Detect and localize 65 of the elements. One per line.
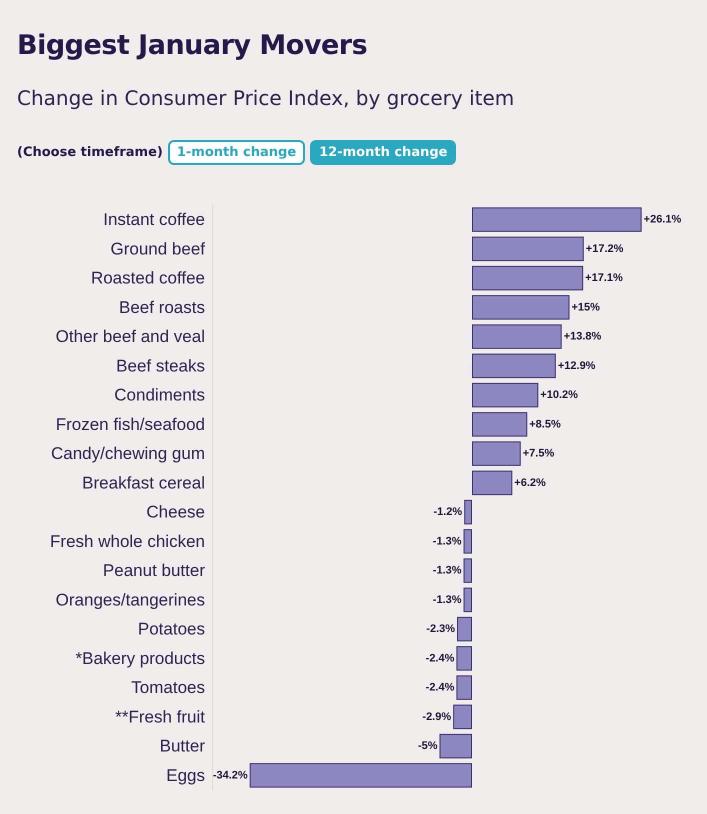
data-label: -2.4% bbox=[426, 652, 455, 664]
y-tick-label: Tomatoes bbox=[131, 678, 205, 698]
bar bbox=[457, 616, 472, 642]
y-tick-label: Beef steaks bbox=[116, 356, 205, 376]
y-tick-label: Cheese bbox=[146, 502, 205, 522]
bar bbox=[472, 441, 521, 466]
y-tick-label: Eggs bbox=[166, 766, 205, 785]
y-tick-label: Other beef and veal bbox=[56, 327, 205, 346]
y-tick-label: Frozen fish/seafood bbox=[56, 414, 205, 434]
bar bbox=[250, 763, 472, 788]
y-tick-label: Butter bbox=[160, 736, 206, 756]
y-tick-label: Oranges/tangerines bbox=[56, 590, 205, 610]
chart-subtitle: Change in Consumer Price Index, by grocery item bbox=[17, 86, 514, 110]
y-tick-label: *Bakery products bbox=[76, 648, 205, 668]
bar bbox=[456, 646, 472, 671]
data-label: +17.2% bbox=[586, 242, 624, 255]
y-tick-label: Candy/chewing gum bbox=[50, 444, 205, 464]
data-label: -1.2% bbox=[433, 506, 462, 518]
data-label: -1.3% bbox=[432, 535, 462, 548]
bar bbox=[472, 236, 584, 262]
y-tick-label: Peanut butter bbox=[102, 561, 206, 580]
data-label: -5% bbox=[418, 740, 438, 752]
data-label: +8.5% bbox=[529, 418, 561, 430]
bar bbox=[472, 354, 556, 378]
chart-title: Biggest January Movers bbox=[17, 30, 368, 61]
bar bbox=[472, 295, 570, 320]
data-label: +13.8% bbox=[564, 330, 602, 343]
data-label: +10.2% bbox=[540, 389, 578, 402]
bar bbox=[464, 558, 472, 583]
data-label: +17.1% bbox=[585, 272, 623, 284]
y-tick-label: Roasted coffee bbox=[90, 268, 205, 288]
data-label: +7.5% bbox=[522, 448, 554, 460]
text: 12-month change bbox=[310, 140, 456, 165]
data-label: -34.2% bbox=[212, 769, 248, 782]
bar bbox=[453, 704, 472, 730]
data-label: +12.9% bbox=[558, 360, 596, 372]
data-label: -1.3% bbox=[432, 564, 462, 577]
bar bbox=[456, 675, 472, 700]
data-label: +26.1% bbox=[644, 214, 682, 226]
y-tick-label: Ground beef bbox=[110, 239, 206, 258]
bar bbox=[472, 266, 584, 290]
bar bbox=[464, 529, 472, 554]
y-tick-label: Condiments bbox=[114, 386, 205, 405]
text: 1-month change bbox=[168, 140, 306, 165]
bar bbox=[472, 412, 528, 437]
bar bbox=[472, 324, 562, 349]
bar bbox=[472, 207, 642, 232]
data-label: -2.4% bbox=[426, 682, 455, 694]
data-label: -2.3% bbox=[426, 623, 456, 636]
y-tick-label: Potatoes bbox=[138, 620, 205, 639]
data-label: -2.9% bbox=[422, 710, 452, 723]
bar bbox=[472, 470, 512, 496]
y-tick-label: **Fresh fruit bbox=[115, 707, 206, 726]
data-label: -1.3% bbox=[432, 594, 462, 606]
data-label: +15% bbox=[572, 301, 600, 314]
bar bbox=[464, 500, 472, 524]
bar bbox=[440, 734, 472, 758]
y-tick-label: Instant coffee bbox=[103, 210, 205, 230]
bar bbox=[464, 588, 472, 612]
y-tick-label: Fresh whole chicken bbox=[50, 532, 205, 551]
bar bbox=[472, 382, 538, 408]
y-tick-label: Breakfast cereal bbox=[82, 473, 205, 492]
text: (Choose timeframe) bbox=[17, 145, 163, 160]
y-tick-label: Beef roasts bbox=[119, 298, 205, 317]
data-label: +6.2% bbox=[514, 476, 546, 489]
